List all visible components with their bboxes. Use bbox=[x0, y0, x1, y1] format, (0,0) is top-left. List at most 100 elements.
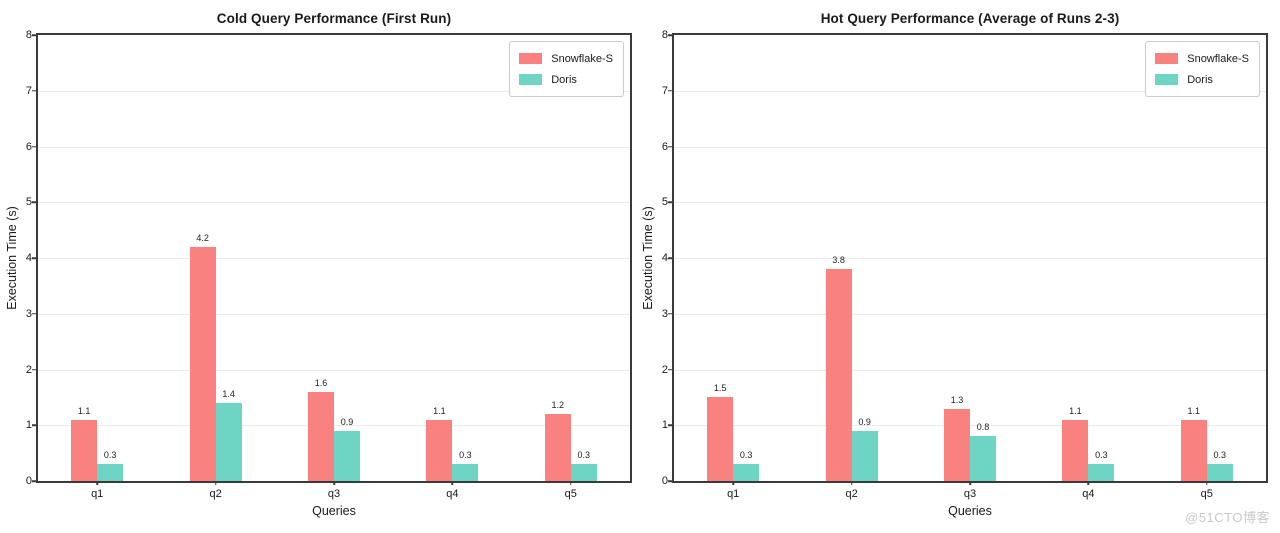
bar-value-label: 4.2 bbox=[196, 232, 209, 243]
x-tick-label: q1 bbox=[727, 488, 740, 500]
y-tick-label: 0 bbox=[661, 475, 668, 487]
y-tick-mark bbox=[668, 34, 672, 36]
bar-value-label: 0.3 bbox=[103, 450, 117, 461]
x-axis-label: Queries bbox=[948, 504, 992, 518]
y-tick-mark bbox=[668, 201, 672, 203]
x-tick-mark bbox=[1206, 481, 1208, 485]
y-tick-mark bbox=[668, 424, 672, 426]
gridline bbox=[674, 258, 1266, 259]
x-tick-mark bbox=[214, 481, 217, 485]
y-tick-mark bbox=[32, 480, 36, 482]
x-tick-mark bbox=[96, 481, 98, 485]
y-tick-label: 2 bbox=[661, 363, 668, 376]
x-tick-label: q1 bbox=[91, 488, 104, 500]
x-tick-label: q4 bbox=[446, 488, 459, 500]
plot-area: 0 1 2 3 4 5 6 7 8 q1 1.5 0.3 q2 3.8 0.9 q3 1.3 0.8 q4 1.1 0.… bbox=[662, 29, 1268, 500]
bar-doris-q5 bbox=[570, 464, 597, 481]
y-tick-label: 7 bbox=[661, 84, 668, 97]
bar-doris-q4 bbox=[452, 464, 479, 481]
bar-value-label: 0.9 bbox=[340, 416, 354, 427]
y-tick-label: 0 bbox=[25, 475, 32, 487]
y-tick-mark bbox=[668, 480, 672, 482]
y-tick-mark bbox=[32, 34, 36, 36]
bar-snowflake-s-q2 bbox=[825, 269, 852, 481]
plot-area: 0 1 2 3 4 5 6 7 8 q1 1.1 0.3 q2 4.2 1.4 q3 1.6 0.9 q4 1.1 0.… bbox=[26, 29, 632, 500]
legend-label-snowflake: Snowflake-S bbox=[1187, 52, 1249, 65]
y-tick-label: 7 bbox=[25, 84, 32, 97]
legend-entry-doris: Doris bbox=[519, 69, 613, 90]
bar-snowflake-s-q5 bbox=[1180, 419, 1207, 481]
bar-doris-q2 bbox=[851, 430, 878, 481]
chart-title: Cold Query Performance (First Run) bbox=[216, 11, 452, 26]
gridline bbox=[674, 146, 1266, 148]
legend-entry-doris: Doris bbox=[1155, 69, 1249, 90]
y-tick-label: 1 bbox=[25, 419, 32, 432]
gridline bbox=[674, 369, 1266, 371]
bar-doris-q1 bbox=[97, 464, 124, 481]
y-tick-mark bbox=[32, 368, 36, 371]
y-tick-label: 3 bbox=[25, 307, 32, 320]
legend-label-doris: Doris bbox=[551, 73, 577, 86]
x-tick-mark bbox=[333, 481, 335, 485]
y-tick-label: 8 bbox=[25, 29, 32, 41]
y-tick-mark bbox=[32, 90, 36, 92]
x-axis-label: Queries bbox=[312, 504, 356, 518]
gridline bbox=[674, 90, 1266, 92]
x-tick-label: q2 bbox=[209, 488, 222, 500]
gridline bbox=[38, 146, 630, 148]
bar-value-label: 0.3 bbox=[1095, 450, 1108, 461]
x-tick-mark bbox=[1087, 481, 1090, 485]
bar-value-label: 0.3 bbox=[459, 450, 472, 461]
x-tick-label: q4 bbox=[1082, 488, 1095, 500]
gridline bbox=[38, 90, 630, 92]
bar-value-label: 1.5 bbox=[713, 383, 727, 394]
bar-doris-q1 bbox=[733, 464, 760, 481]
bar-doris-q5 bbox=[1206, 464, 1233, 481]
bar-snowflake-s-q5 bbox=[544, 414, 571, 481]
x-tick-mark bbox=[850, 481, 853, 485]
x-tick-label: q3 bbox=[327, 488, 341, 500]
y-tick-label: 5 bbox=[661, 196, 668, 209]
bar-value-label: 0.3 bbox=[739, 450, 753, 461]
legend: Snowflake-S Doris bbox=[1145, 41, 1260, 97]
bar-snowflake-s-q1 bbox=[71, 419, 98, 481]
bar-snowflake-s-q4 bbox=[1062, 419, 1089, 481]
y-tick-mark bbox=[32, 424, 36, 426]
y-tick-label: 4 bbox=[661, 252, 668, 264]
bar-value-label: 1.6 bbox=[314, 377, 328, 388]
gridline bbox=[38, 425, 630, 427]
bar-value-label: 1.3 bbox=[950, 394, 964, 405]
x-tick-label: q3 bbox=[963, 488, 977, 500]
hot-query-chart: Hot Query Performance (Average of Runs 2… bbox=[636, 0, 1276, 533]
y-tick-label: 3 bbox=[661, 307, 668, 320]
y-tick-label: 2 bbox=[25, 363, 32, 376]
bar-value-label: 1.1 bbox=[1187, 405, 1201, 416]
gridline bbox=[674, 313, 1266, 315]
bar-doris-q2 bbox=[215, 402, 242, 481]
bar-snowflake-s-q3 bbox=[308, 391, 334, 481]
x-tick-label: q5 bbox=[564, 488, 577, 500]
plot-inner: 0 1 2 3 4 5 6 7 8 q1 1.1 0.3 q2 4.2 1.4 q3 1.6 0.9 q4 1.1 0.… bbox=[26, 29, 630, 500]
y-tick-mark bbox=[668, 313, 672, 315]
y-tick-mark bbox=[668, 257, 672, 259]
bar-value-label: 0.9 bbox=[858, 416, 871, 427]
bar-doris-q3 bbox=[970, 436, 996, 481]
legend-label-snowflake: Snowflake-S bbox=[551, 52, 613, 65]
bar-value-label: 1.4 bbox=[222, 388, 235, 399]
y-tick-mark bbox=[668, 368, 672, 371]
bar-value-label: 0.8 bbox=[976, 422, 990, 433]
x-tick-mark bbox=[969, 481, 971, 485]
gridline bbox=[38, 313, 630, 315]
y-tick-mark bbox=[32, 201, 36, 203]
y-tick-mark bbox=[32, 313, 36, 315]
bar-value-label: 3.8 bbox=[832, 255, 845, 266]
x-tick-mark bbox=[570, 481, 572, 485]
legend-label-doris: Doris bbox=[1187, 73, 1213, 86]
plot-inner: 0 1 2 3 4 5 6 7 8 q1 1.5 0.3 q2 3.8 0.9 q3 1.3 0.8 q4 1.1 0.… bbox=[662, 29, 1266, 500]
x-tick-label: q2 bbox=[845, 488, 858, 500]
bar-snowflake-s-q1 bbox=[707, 397, 734, 481]
y-tick-label: 6 bbox=[25, 140, 32, 153]
y-tick-label: 1 bbox=[661, 419, 668, 432]
x-tick-mark bbox=[732, 481, 734, 485]
y-tick-label: 5 bbox=[25, 196, 32, 209]
